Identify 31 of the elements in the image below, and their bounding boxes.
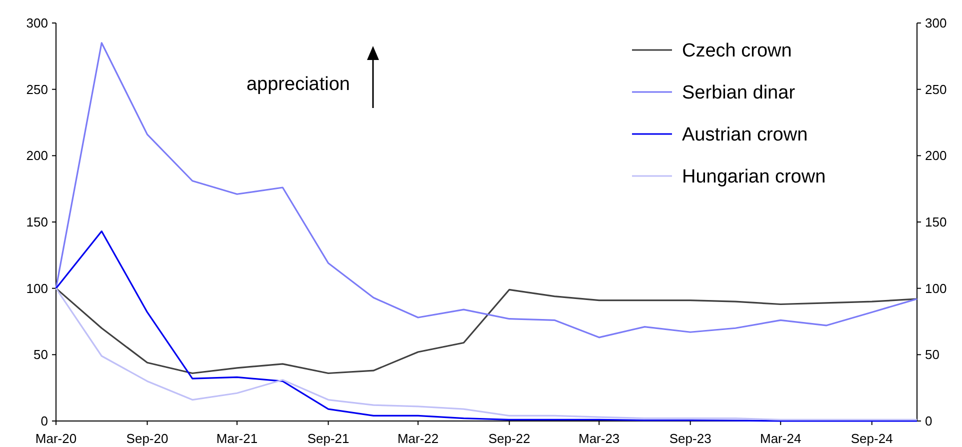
y-tick-label: 250 (26, 82, 48, 97)
y2-tick-label: 50 (925, 347, 940, 362)
line-series (55, 42, 918, 338)
y2-tick-label: 300 (925, 16, 947, 31)
line-series (55, 288, 918, 374)
y-tick-label: 150 (26, 214, 48, 230)
y2-tick-label: 0 (925, 414, 932, 429)
y-tick-label: 200 (26, 148, 48, 164)
x-tick-label: Sep-23 (669, 431, 712, 446)
x-tick-label: Sep-24 (850, 431, 893, 446)
y-tick-label: 100 (26, 280, 48, 296)
legend-label: Czech crown (682, 40, 792, 62)
annotation: appreciation (246, 74, 350, 95)
x-tick-label: Mar-24 (760, 431, 802, 446)
x-tick-label: Mar-20 (35, 431, 77, 446)
y2-tick-label: 150 (925, 214, 947, 230)
x-tick-label: Sep-20 (126, 431, 168, 446)
y2-tick-label: 100 (925, 280, 947, 296)
legend-label: Hungarian crown (682, 166, 826, 188)
x-tick-label: Mar-23 (578, 431, 620, 446)
x-tick-label: Mar-22 (397, 431, 439, 446)
legend-label: Austrian crown (682, 124, 808, 146)
legend-label: Serbian dinar (682, 82, 796, 104)
y-tick-label: 0 (40, 414, 48, 429)
x-tick-label: Mar-21 (216, 431, 258, 446)
y-tick-label: 50 (34, 347, 48, 362)
x-tick-label: Sep-22 (488, 431, 530, 446)
x-tick-label: Sep-21 (307, 431, 350, 446)
y2-tick-label: 250 (925, 82, 947, 97)
y2-tick-label: 200 (925, 148, 947, 164)
y-tick-label: 300 (26, 16, 48, 31)
